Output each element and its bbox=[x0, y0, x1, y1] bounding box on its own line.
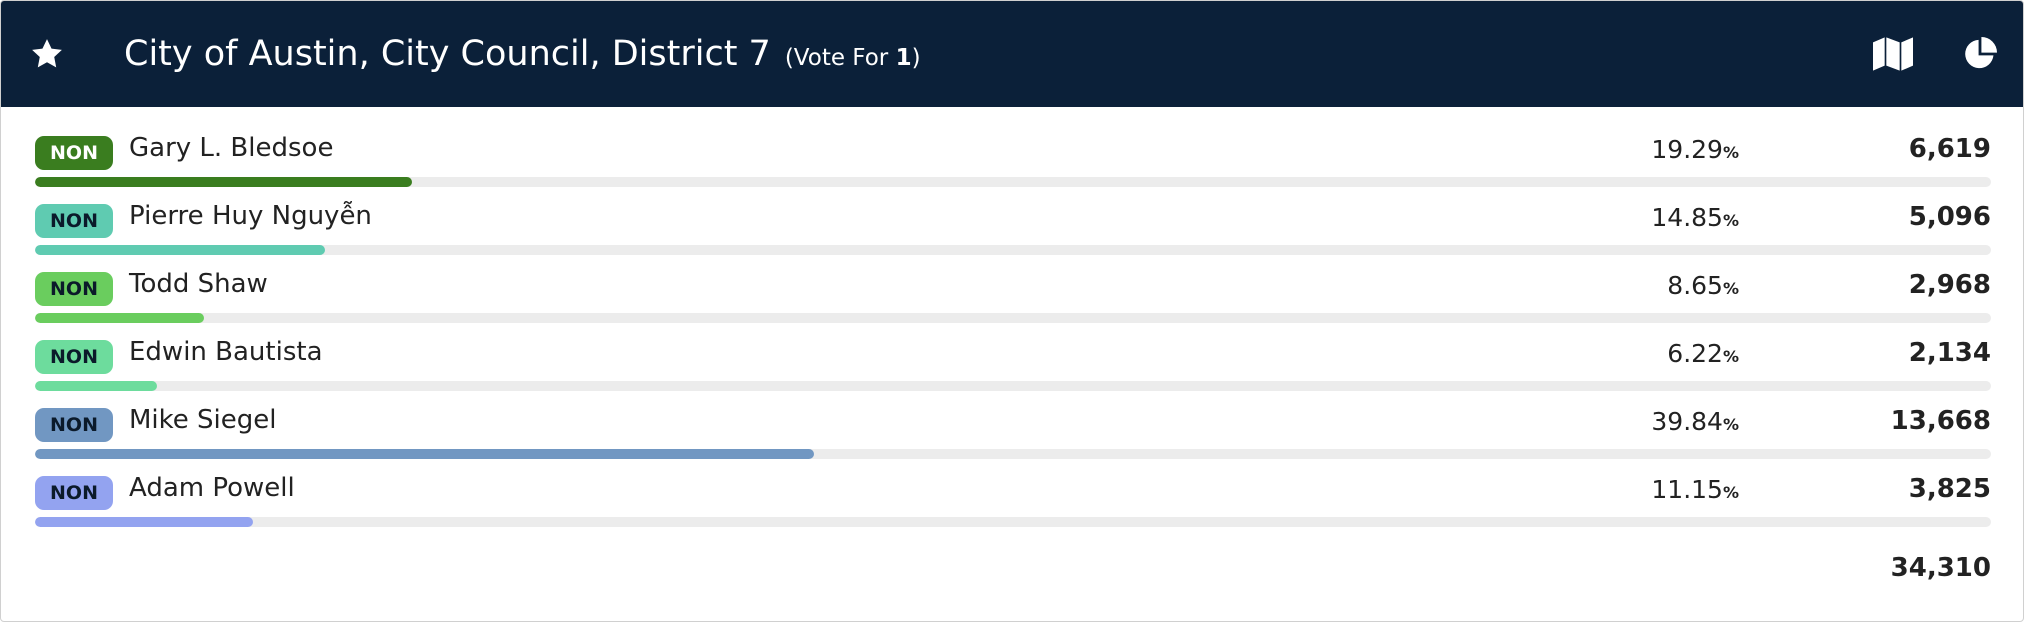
candidate-row: NON Adam Powell 11.15% 3,825 bbox=[35, 468, 1991, 536]
candidate-name: Adam Powell bbox=[129, 473, 295, 503]
candidate-name: Pierre Huy Nguyễn bbox=[129, 201, 372, 231]
favorite-icon[interactable] bbox=[29, 37, 65, 71]
map-icon[interactable] bbox=[1873, 37, 1913, 71]
party-badge: NON bbox=[35, 408, 113, 442]
vote-count: 13,668 bbox=[1890, 406, 1991, 436]
percent-symbol: % bbox=[1722, 347, 1739, 366]
vote-percent: 8.65% bbox=[1667, 271, 1739, 300]
percent-value: 39.84 bbox=[1651, 407, 1723, 436]
title-text: City of Austin, City Council, District 7 bbox=[124, 34, 771, 74]
percent-value: 8.65 bbox=[1667, 271, 1723, 300]
percent-value: 6.22 bbox=[1667, 339, 1723, 368]
party-badge: NON bbox=[35, 340, 113, 374]
party-badge: NON bbox=[35, 272, 113, 306]
party-badge: NON bbox=[35, 204, 113, 238]
contest-header: City of Austin, City Council, District 7… bbox=[1, 1, 2023, 107]
bar-track bbox=[35, 313, 1991, 323]
percent-symbol: % bbox=[1722, 483, 1739, 502]
vote-count: 2,134 bbox=[1908, 338, 1991, 368]
vote-percent: 39.84% bbox=[1651, 407, 1739, 436]
vote-percent: 6.22% bbox=[1667, 339, 1739, 368]
bar-track bbox=[35, 177, 1991, 187]
vote-bar bbox=[35, 517, 254, 527]
vote-for-close: ) bbox=[911, 45, 921, 71]
percent-symbol: % bbox=[1722, 211, 1739, 230]
bar-track bbox=[35, 517, 1991, 527]
vote-bar bbox=[35, 449, 815, 459]
bar-track bbox=[35, 381, 1991, 391]
vote-for-number: 1 bbox=[895, 45, 912, 71]
bar-track bbox=[35, 449, 1991, 459]
vote-bar bbox=[35, 381, 157, 391]
chart-icon[interactable] bbox=[1963, 37, 1997, 71]
vote-bar bbox=[35, 313, 205, 323]
vote-percent: 11.15% bbox=[1651, 475, 1739, 504]
percent-value: 19.29 bbox=[1651, 135, 1723, 164]
candidate-row: NON Edwin Bautista 6.22% 2,134 bbox=[35, 332, 1991, 400]
vote-count: 3,825 bbox=[1908, 474, 1991, 504]
vote-for: (Vote For 1) bbox=[785, 45, 921, 71]
party-badge: NON bbox=[35, 476, 113, 510]
candidate-name: Gary L. Bledsoe bbox=[129, 133, 334, 163]
vote-count: 2,968 bbox=[1908, 270, 1991, 300]
contest-title: City of Austin, City Council, District 7… bbox=[124, 34, 921, 74]
vote-percent: 19.29% bbox=[1651, 135, 1739, 164]
bar-track bbox=[35, 245, 1991, 255]
candidate-name: Mike Siegel bbox=[129, 405, 277, 435]
candidate-row: NON Todd Shaw 8.65% 2,968 bbox=[35, 264, 1991, 332]
percent-symbol: % bbox=[1722, 143, 1739, 162]
vote-for-label: (Vote For bbox=[784, 45, 889, 71]
candidate-name: Todd Shaw bbox=[129, 269, 268, 299]
vote-bar bbox=[35, 245, 326, 255]
vote-count: 6,619 bbox=[1908, 134, 1991, 164]
vote-bar bbox=[35, 177, 413, 187]
vote-percent: 14.85% bbox=[1651, 203, 1739, 232]
candidate-row: NON Pierre Huy Nguyễn 14.85% 5,096 bbox=[35, 196, 1991, 264]
party-badge: NON bbox=[35, 136, 113, 170]
candidate-row: NON Mike Siegel 39.84% 13,668 bbox=[35, 400, 1991, 468]
percent-value: 11.15 bbox=[1651, 475, 1723, 504]
percent-symbol: % bbox=[1722, 279, 1739, 298]
candidate-name: Edwin Bautista bbox=[129, 337, 323, 367]
percent-value: 14.85 bbox=[1651, 203, 1723, 232]
total-votes: 34,310 bbox=[1890, 553, 1991, 583]
candidate-row: NON Gary L. Bledsoe 19.29% 6,619 bbox=[35, 128, 1991, 196]
percent-symbol: % bbox=[1722, 415, 1739, 434]
vote-count: 5,096 bbox=[1908, 202, 1991, 232]
